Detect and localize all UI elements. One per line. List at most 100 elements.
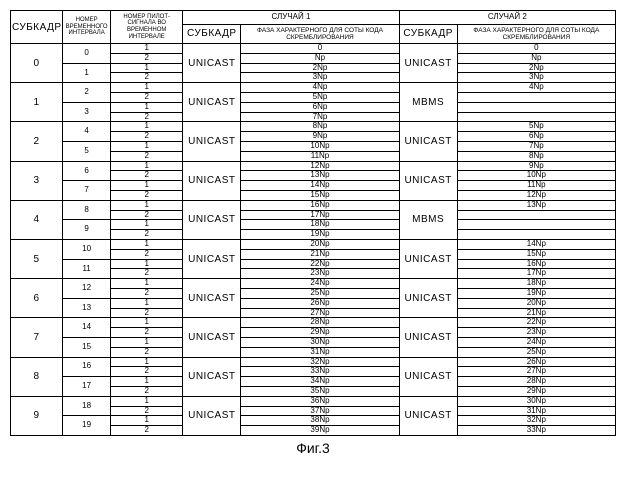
case2-mode: UNICAST xyxy=(399,318,457,357)
case2-phase: 25Np xyxy=(457,347,615,357)
subframe-index: 2 xyxy=(11,122,63,161)
pilot-number: 1 xyxy=(111,298,183,308)
case1-phase: 4Np xyxy=(241,83,399,93)
subframe-index: 3 xyxy=(11,161,63,200)
case1-phase: 30Np xyxy=(241,337,399,347)
case1-mode: UNICAST xyxy=(183,240,241,279)
slot-number: 9 xyxy=(63,220,111,240)
case1-phase: 33Np xyxy=(241,367,399,377)
case1-mode: UNICAST xyxy=(183,200,241,239)
case2-phase: 21Np xyxy=(457,308,615,318)
case1-phase: 37Np xyxy=(241,406,399,416)
slot-number: 2 xyxy=(63,83,111,103)
case1-phase: 7Np xyxy=(241,112,399,122)
case1-phase: 19Np xyxy=(241,230,399,240)
hdr-subframe-1: СУБКАДР xyxy=(11,11,63,44)
pilot-number: 2 xyxy=(111,249,183,259)
subframe-index: 6 xyxy=(11,279,63,318)
case1-phase: 10Np xyxy=(241,142,399,152)
case2-phase: 13Np xyxy=(457,200,615,210)
case1-phase: 8Np xyxy=(241,122,399,132)
case2-phase xyxy=(457,93,615,103)
case2-phase: 32Np xyxy=(457,416,615,426)
case2-mode: UNICAST xyxy=(399,396,457,435)
pilot-number: 1 xyxy=(111,83,183,93)
pilot-number: 1 xyxy=(111,259,183,269)
case2-phase: 29Np xyxy=(457,386,615,396)
pilot-number: 1 xyxy=(111,279,183,289)
case1-phase: 36Np xyxy=(241,396,399,406)
subframe-index: 9 xyxy=(11,396,63,435)
table-row: 13126Np20Np xyxy=(11,298,616,308)
pilot-number: 2 xyxy=(111,93,183,103)
hdr-phase-1: ФАЗА ХАРАКТЕРНОГО ДЛЯ СОТЫ КОДА СКРЕМБЛИ… xyxy=(241,24,399,43)
case1-phase: 9Np xyxy=(241,132,399,142)
case1-mode: UNICAST xyxy=(183,396,241,435)
slot-number: 10 xyxy=(63,240,111,260)
hdr-case2: СЛУЧАЙ 2 xyxy=(399,11,615,25)
pilot-number: 1 xyxy=(111,377,183,387)
hdr-pilot: НОМЕР ПИЛОТ-СИГНАЛА ВО ВРЕМЕННОМ ИНТЕРВА… xyxy=(111,11,183,44)
pilot-number: 2 xyxy=(111,328,183,338)
slot-number: 11 xyxy=(63,259,111,279)
subframe-index: 1 xyxy=(11,83,63,122)
case2-mode: MBMS xyxy=(399,200,457,239)
table-row: 481UNICAST16NpMBMS13Np xyxy=(11,200,616,210)
case2-phase: 18Np xyxy=(457,279,615,289)
case2-phase: Np xyxy=(457,53,615,63)
table-row: 316Np xyxy=(11,102,616,112)
pilot-number: 1 xyxy=(111,220,183,230)
pilot-number: 1 xyxy=(111,161,183,171)
scrambling-phase-table: СУБКАДР НОМЕР ВРЕМЕННОГО ИНТЕРВАЛА НОМЕР… xyxy=(10,10,616,436)
case2-phase: 10Np xyxy=(457,171,615,181)
case2-phase: 30Np xyxy=(457,396,615,406)
slot-number: 19 xyxy=(63,416,111,436)
case1-phase: 18Np xyxy=(241,220,399,230)
slot-number: 7 xyxy=(63,181,111,201)
case1-phase: 3Np xyxy=(241,73,399,83)
pilot-number: 1 xyxy=(111,318,183,328)
case1-mode: UNICAST xyxy=(183,122,241,161)
pilot-number: 1 xyxy=(111,337,183,347)
case2-phase: 11Np xyxy=(457,181,615,191)
table-row: 7141UNICAST28NpUNICAST22Np xyxy=(11,318,616,328)
pilot-number: 2 xyxy=(111,367,183,377)
case2-phase xyxy=(457,230,615,240)
table-row: 9118Np xyxy=(11,220,616,230)
case2-phase: 20Np xyxy=(457,298,615,308)
table-row: 8161UNICAST32NpUNICAST26Np xyxy=(11,357,616,367)
case2-phase xyxy=(457,210,615,220)
case2-phase: 23Np xyxy=(457,328,615,338)
case1-phase: 13Np xyxy=(241,171,399,181)
slot-number: 15 xyxy=(63,337,111,357)
case2-phase: 3Np xyxy=(457,73,615,83)
pilot-number: 1 xyxy=(111,200,183,210)
case2-phase: 14Np xyxy=(457,240,615,250)
table-row: 6121UNICAST24NpUNICAST18Np xyxy=(11,279,616,289)
subframe-index: 4 xyxy=(11,200,63,239)
case2-mode: UNICAST xyxy=(399,122,457,161)
case1-phase: 31Np xyxy=(241,347,399,357)
table-row: 361UNICAST12NpUNICAST9Np xyxy=(11,161,616,171)
case2-phase: 19Np xyxy=(457,289,615,299)
case2-phase: 6Np xyxy=(457,132,615,142)
pilot-number: 2 xyxy=(111,386,183,396)
case2-phase: 2Np xyxy=(457,63,615,73)
case1-phase: 12Np xyxy=(241,161,399,171)
case1-phase: 14Np xyxy=(241,181,399,191)
case2-phase: 27Np xyxy=(457,367,615,377)
case1-phase: 15Np xyxy=(241,191,399,201)
pilot-number: 1 xyxy=(111,416,183,426)
case1-mode: UNICAST xyxy=(183,83,241,122)
subframe-index: 5 xyxy=(11,240,63,279)
table-row: 112Np2Np xyxy=(11,63,616,73)
subframe-index: 8 xyxy=(11,357,63,396)
case2-phase: 7Np xyxy=(457,142,615,152)
table-row: 5110Np7Np xyxy=(11,142,616,152)
slot-number: 13 xyxy=(63,298,111,318)
case1-phase: 22Np xyxy=(241,259,399,269)
hdr-subframe-2: СУБКАДР xyxy=(183,24,241,43)
slot-number: 1 xyxy=(63,63,111,83)
case2-phase xyxy=(457,220,615,230)
slot-number: 16 xyxy=(63,357,111,377)
